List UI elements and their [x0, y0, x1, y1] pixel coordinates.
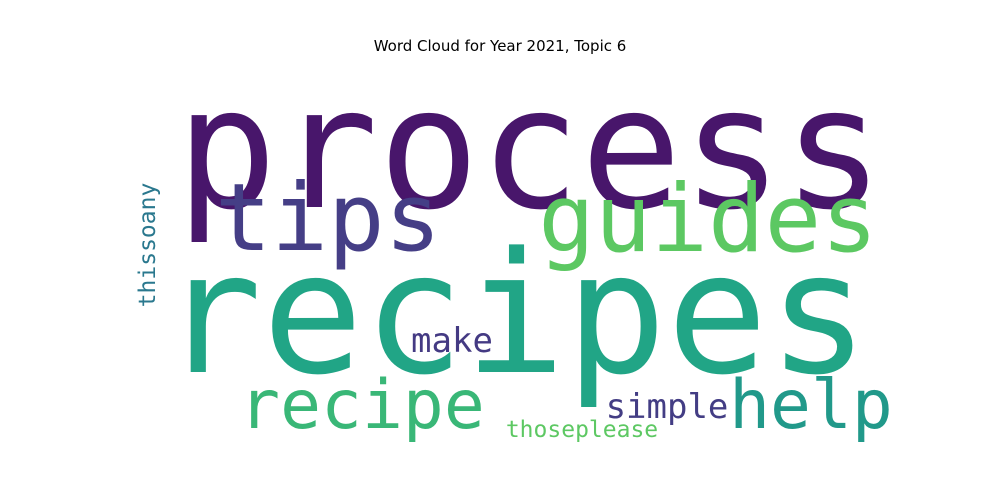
word-make: make [411, 321, 493, 361]
word-help: help [729, 366, 893, 445]
word-recipe: recipe [239, 366, 485, 445]
word-thissoany: thissoany [135, 183, 161, 308]
word-recipes: recipes [161, 216, 869, 412]
word-process: process [176, 51, 884, 247]
word-tips: tips [215, 164, 441, 273]
word-guides: guides [538, 165, 878, 274]
chart-title: Word Cloud for Year 2021, Topic 6 [373, 37, 627, 55]
word-simple: simple [606, 387, 729, 427]
word-thoseplease: thoseplease [506, 417, 658, 443]
